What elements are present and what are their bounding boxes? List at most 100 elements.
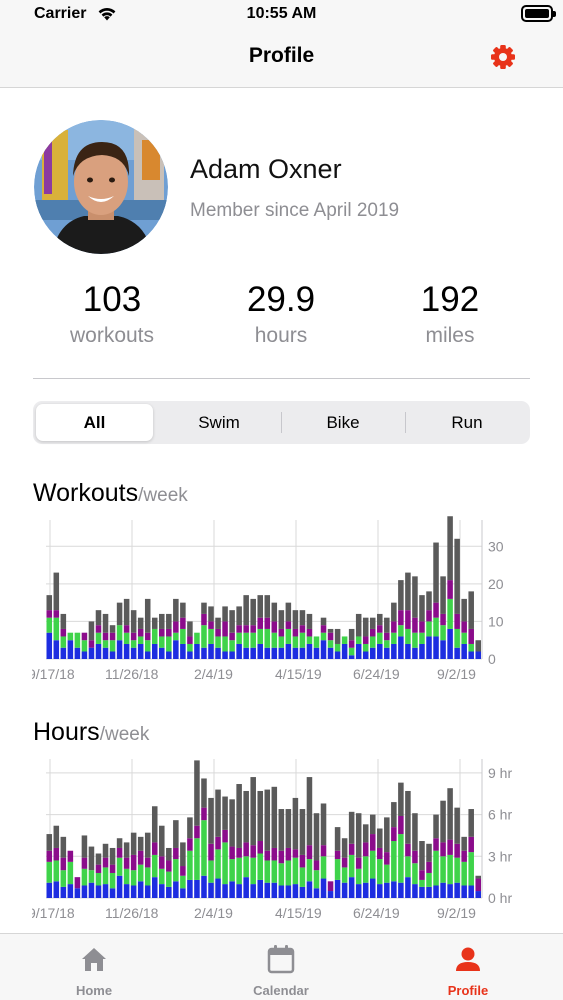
bar-segment — [243, 877, 249, 898]
bar-segment — [151, 842, 158, 855]
bar-segment — [348, 877, 355, 898]
bar-segment — [151, 806, 158, 843]
bar-segment — [144, 832, 151, 858]
bar-segment — [166, 628, 172, 637]
bar-segment — [116, 640, 123, 659]
bar-segment — [377, 847, 383, 860]
bar-segment — [412, 884, 418, 898]
bar-segment — [151, 628, 158, 644]
bar-segment — [355, 813, 362, 858]
bar-segment — [194, 879, 200, 898]
segment-separator — [405, 412, 406, 433]
bar-segment — [426, 591, 432, 611]
bar-segment — [440, 613, 446, 626]
bar-segment — [271, 860, 278, 883]
bar-segment — [278, 863, 285, 886]
bar-segment — [215, 849, 221, 879]
bar-segment — [264, 647, 271, 659]
bar-segment — [334, 628, 341, 644]
avatar — [34, 120, 168, 254]
bar-segment — [95, 853, 102, 865]
gear-icon[interactable] — [489, 43, 517, 71]
bar-segment — [208, 621, 214, 629]
bar-segment — [123, 598, 130, 626]
tab-calendar[interactable]: Calendar — [187, 934, 375, 1000]
bar-segment — [201, 625, 207, 648]
bar-segment — [130, 870, 137, 886]
bar-segment — [306, 643, 313, 659]
bar-segment — [222, 606, 228, 622]
tab-profile[interactable]: Profile — [374, 934, 562, 1000]
bar-segment — [348, 640, 355, 648]
bar-segment — [278, 647, 285, 659]
bar-segment — [355, 636, 362, 644]
bar-segment — [208, 882, 214, 898]
bar-segment — [355, 613, 362, 637]
bar-segment — [130, 885, 137, 898]
bar-segment — [81, 651, 88, 659]
bar-segment — [95, 864, 102, 873]
bar-segment — [222, 621, 228, 637]
bar-segment — [362, 842, 369, 857]
x-tick-label: 9/2/19 — [437, 905, 476, 921]
bar-segment — [243, 595, 249, 626]
bar-segment — [257, 628, 263, 644]
bar-segment — [53, 825, 60, 848]
tab-home[interactable]: Home — [0, 934, 188, 1000]
bar-segment — [46, 882, 53, 898]
bar-segment — [215, 836, 221, 850]
bar-segment — [278, 636, 285, 648]
stat-label: miles — [425, 324, 475, 347]
bar-segment — [454, 857, 460, 883]
bar-segment — [405, 643, 411, 659]
bar-segment — [180, 628, 186, 644]
bar-segment — [144, 885, 151, 898]
bar-segment — [313, 870, 320, 889]
bar-segment — [440, 882, 446, 898]
bar-segment — [102, 647, 109, 659]
x-tick-label: 6/24/19 — [353, 666, 400, 682]
bar-segment — [391, 802, 397, 828]
bar-segment — [433, 838, 439, 851]
segment-swim[interactable]: Swim — [198, 413, 240, 432]
bar-segment — [384, 617, 390, 633]
bar-segment — [306, 628, 313, 637]
bar-segment — [327, 881, 334, 892]
member-since-label: Member since April 2019 — [190, 200, 400, 221]
bar-segment — [391, 602, 397, 622]
segment-run[interactable]: Run — [451, 413, 483, 432]
bar-segment — [292, 797, 299, 850]
bar-segment — [468, 836, 474, 853]
bar-segment — [243, 856, 249, 878]
bar-segment — [377, 828, 383, 848]
bar-segment — [46, 861, 53, 883]
bar-segment — [208, 843, 214, 861]
bar-segment — [229, 640, 235, 652]
x-tick-label: 9/17/18 — [32, 666, 75, 682]
bar-segment — [236, 857, 242, 885]
bar-segment — [391, 632, 397, 644]
bar-segment — [299, 625, 306, 633]
bar-segment — [173, 881, 179, 898]
navigation-bar: Profile — [0, 30, 563, 88]
bar-segment — [88, 640, 95, 648]
bar-segment — [426, 872, 432, 887]
bar-segment — [201, 647, 207, 659]
bar-segment — [454, 538, 460, 614]
bar-segment — [271, 847, 278, 861]
bar-segment — [398, 636, 404, 659]
bar-segment — [454, 882, 460, 898]
bar-segment — [243, 842, 249, 857]
y-tick-label: 3 hr — [488, 848, 512, 864]
bar-segment — [151, 643, 158, 659]
bar-segment — [264, 595, 271, 618]
segment-all[interactable]: All — [36, 404, 153, 441]
bar-segment — [426, 610, 432, 622]
segment-bike[interactable]: Bike — [326, 413, 360, 432]
bar-segment — [102, 640, 109, 648]
bar-segment — [137, 881, 144, 898]
bar-segment — [391, 881, 397, 898]
bar-segment — [166, 636, 172, 652]
bar-segment — [426, 636, 432, 659]
bar-segment — [53, 617, 60, 641]
